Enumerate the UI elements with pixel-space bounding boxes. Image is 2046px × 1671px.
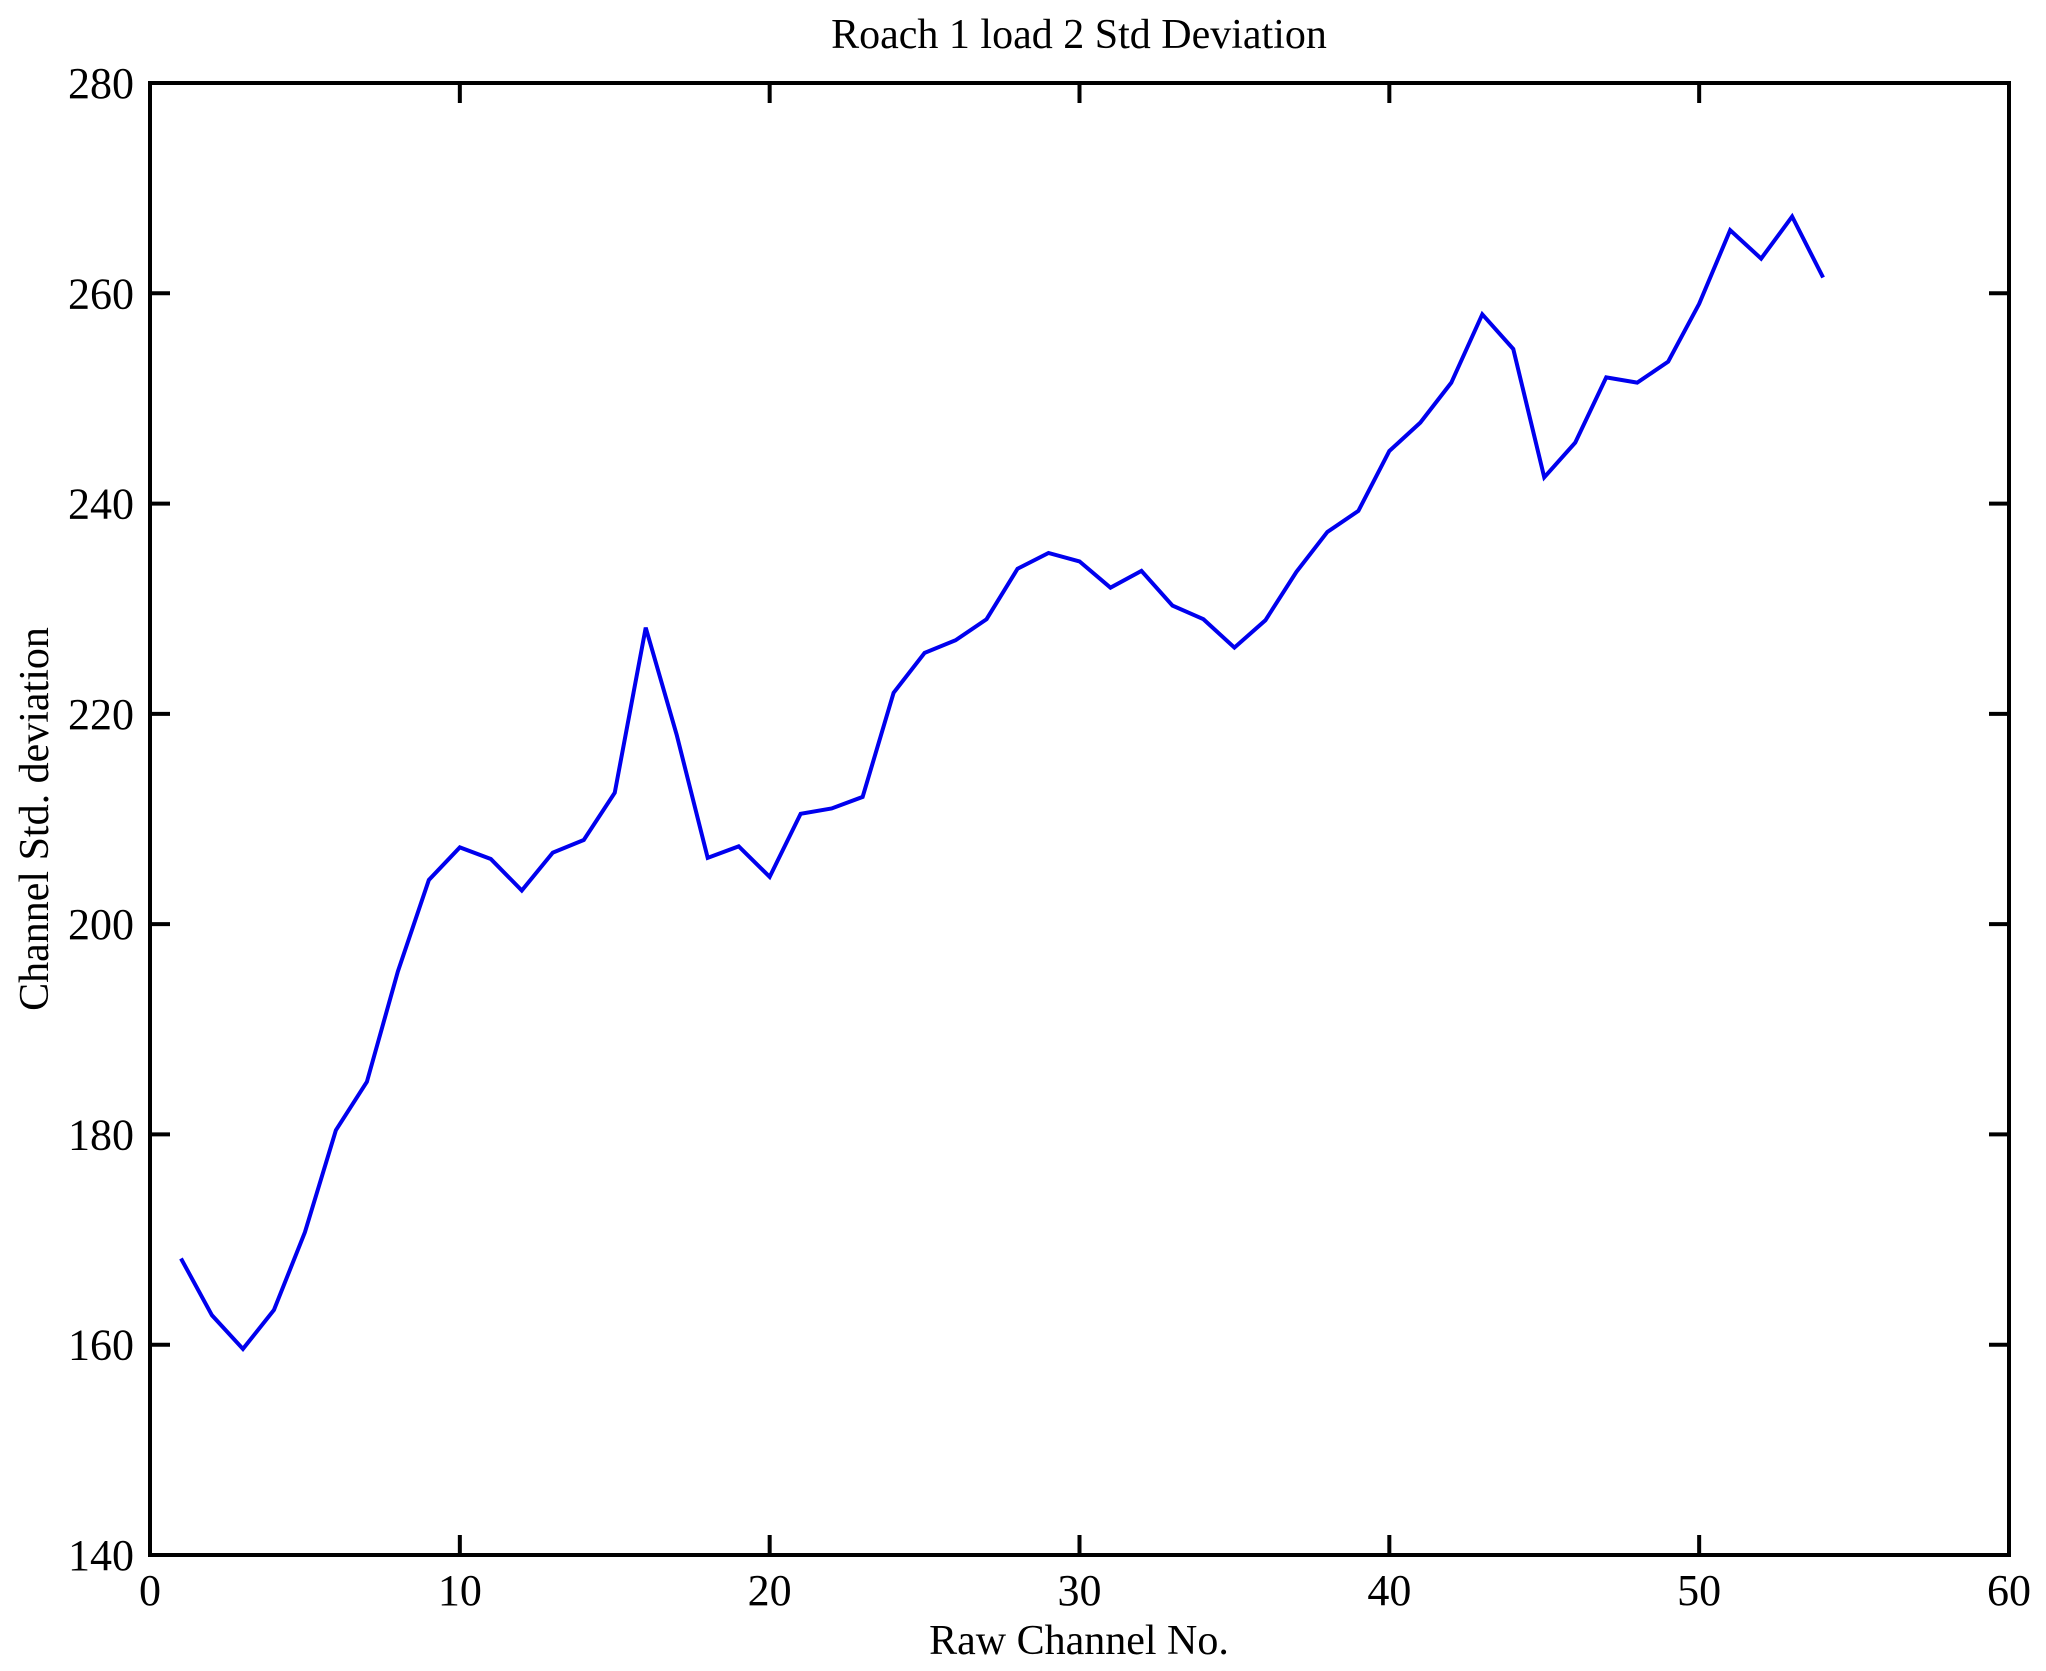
y-tick-label: 280 bbox=[68, 59, 134, 108]
x-tick-label: 40 bbox=[1367, 1566, 1411, 1615]
y-tick-label: 240 bbox=[68, 480, 134, 529]
y-axis-label: Channel Std. deviation bbox=[12, 627, 58, 1011]
x-tick-label: 60 bbox=[1987, 1566, 2031, 1615]
y-tick-label: 140 bbox=[68, 1531, 134, 1580]
x-tick-label: 50 bbox=[1677, 1566, 1721, 1615]
x-tick-label: 10 bbox=[438, 1566, 482, 1615]
data-series-line bbox=[179, 212, 1825, 1352]
x-tick-label: 0 bbox=[139, 1566, 161, 1615]
y-tick-label: 220 bbox=[68, 690, 134, 739]
axes-box bbox=[148, 81, 2011, 1557]
x-axis-label: Raw Channel No. bbox=[929, 1618, 1229, 1664]
tick-labels: 0 10 20 30 40 50 60 140 160 180 200 220 240 260 280 bbox=[68, 59, 2031, 1615]
x-tick-label: 20 bbox=[748, 1566, 792, 1615]
y-tick-label: 260 bbox=[68, 269, 134, 318]
y-tick-label: 160 bbox=[68, 1321, 134, 1370]
y-tick-label: 200 bbox=[68, 900, 134, 949]
y-tick-label: 180 bbox=[68, 1110, 134, 1159]
plot-box bbox=[148, 81, 2011, 1557]
chart-title: Roach 1 load 2 Std Deviation bbox=[831, 12, 1327, 58]
tick-marks bbox=[148, 81, 2011, 1557]
x-tick-label: 30 bbox=[1058, 1566, 1102, 1615]
